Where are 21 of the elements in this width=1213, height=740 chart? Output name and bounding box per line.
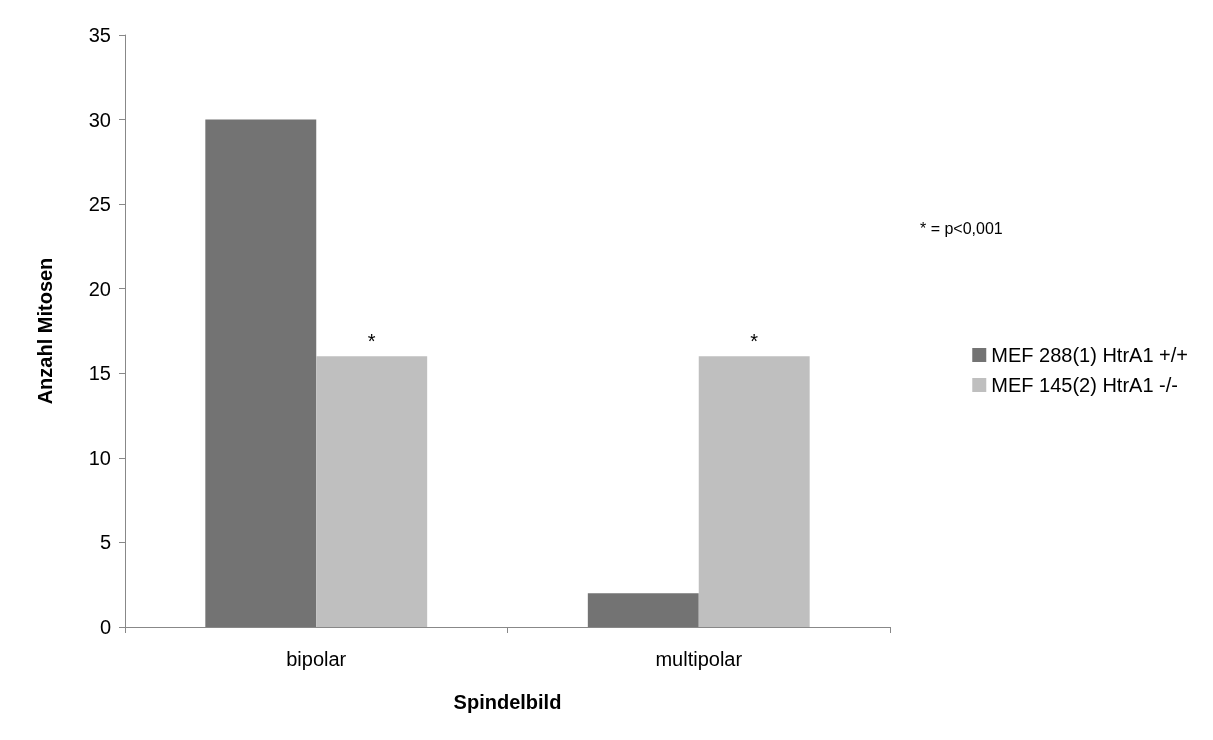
legend-label: MEF 145(2) HtrA1 -/- (991, 374, 1178, 396)
y-tick-label: 35 (88, 24, 111, 46)
y-tick-label: 10 (88, 446, 111, 469)
bar (698, 356, 810, 627)
bar (316, 356, 428, 627)
y-tick-label: 20 (88, 277, 111, 300)
annotation: * (750, 330, 759, 353)
x-tick-label: multipolar (655, 648, 743, 670)
y-tick-label: 25 (88, 193, 111, 216)
y-tick-label: 30 (88, 108, 111, 131)
annotation: * (367, 330, 376, 353)
legend-label: MEF 288(1) HtrA1 +/+ (991, 344, 1189, 366)
text: * = p<0,001 (920, 219, 1003, 237)
y-axis-title: Anzahl Mitosen (34, 257, 56, 405)
y-tick-label: 15 (88, 362, 111, 385)
bar (587, 593, 699, 627)
x-tick-label: bipolar (286, 648, 347, 670)
y-tick-label: 5 (99, 531, 111, 554)
bar (205, 119, 317, 627)
y-tick-label: 0 (99, 616, 111, 638)
x-axis-title: Spindelbild (453, 691, 562, 713)
